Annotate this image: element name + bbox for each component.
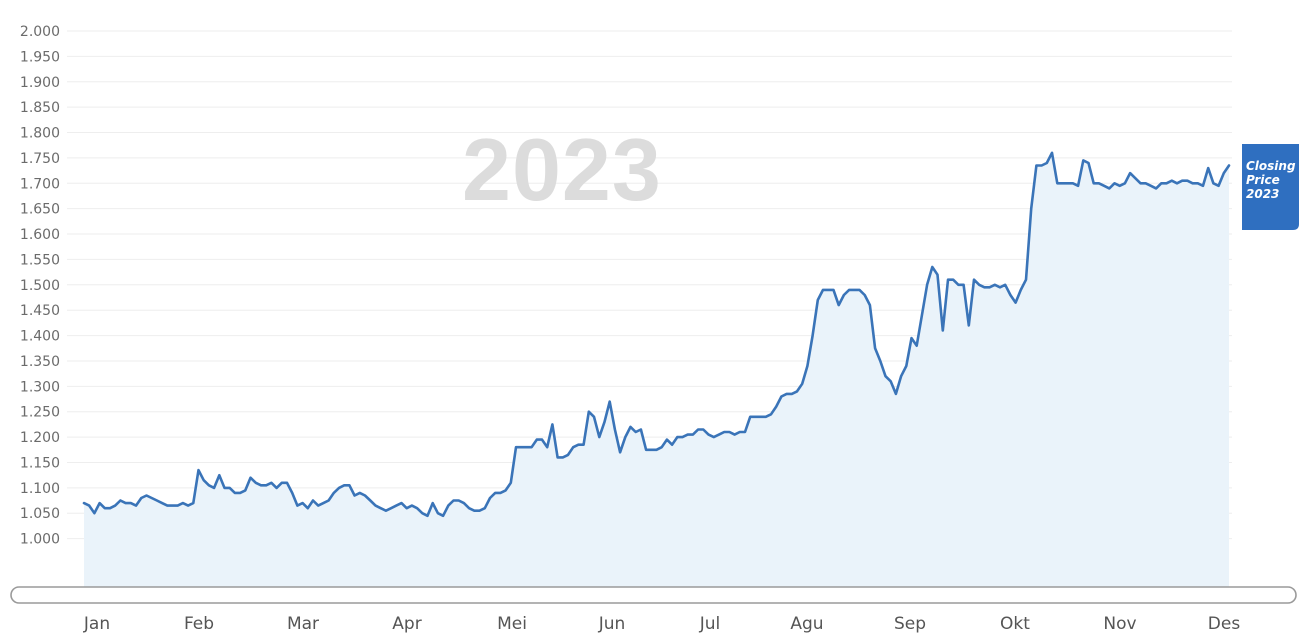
badge-line-2: Price xyxy=(1246,173,1280,187)
x-tick-label: Mei xyxy=(497,614,527,634)
y-tick-label: 1.400 xyxy=(20,329,60,345)
y-tick-label: 1.950 xyxy=(20,49,60,65)
y-tick-label: 1.300 xyxy=(20,379,60,395)
y-tick-label: 1.250 xyxy=(20,405,60,421)
x-tick-label: Jun xyxy=(598,614,626,634)
x-axis-ticks: Jan Feb Mar Apr Mei Jun Jul Agu Sep Okt Nov Des xyxy=(83,614,1240,634)
closing-price-badge: Closing Price 2023 xyxy=(1242,144,1299,230)
y-tick-label: 1.450 xyxy=(20,303,60,319)
y-tick-label: 1.500 xyxy=(20,278,60,294)
range-scrollbar[interactable] xyxy=(10,586,1297,604)
y-tick-label: 1.000 xyxy=(20,532,60,548)
y-tick-label: 1.600 xyxy=(20,227,60,243)
x-tick-label: Okt xyxy=(1000,614,1030,634)
x-tick-label: Jul xyxy=(699,614,721,634)
y-tick-label: 2.000 xyxy=(20,24,60,40)
y-tick-label: 1.850 xyxy=(20,100,60,116)
badge-line-3: 2023 xyxy=(1246,187,1279,201)
y-tick-label: 1.100 xyxy=(20,481,60,497)
y-tick-label: 1.150 xyxy=(20,455,60,471)
y-tick-label: 1.200 xyxy=(20,430,60,446)
y-tick-label: 1.650 xyxy=(20,202,60,218)
price-area-fill xyxy=(84,152,1229,588)
y-tick-label: 1.750 xyxy=(20,151,60,167)
y-tick-label: 1.050 xyxy=(20,506,60,522)
x-tick-label: Feb xyxy=(184,614,214,634)
x-tick-label: Apr xyxy=(392,614,421,634)
x-tick-label: Agu xyxy=(790,614,823,634)
y-tick-label: 1.550 xyxy=(20,252,60,268)
y-tick-label: 1.350 xyxy=(20,354,60,370)
badge-line-1: Closing xyxy=(1246,159,1296,173)
y-tick-label: 1.700 xyxy=(20,176,60,192)
y-tick-label: 1.800 xyxy=(20,126,60,142)
y-tick-label: 1.900 xyxy=(20,75,60,91)
price-series-line xyxy=(82,151,1231,518)
y-axis-ticks: 2.000 1.950 1.900 1.850 1.800 1.750 1.700 1.650… xyxy=(20,24,60,548)
badge-shape xyxy=(1242,144,1299,230)
x-tick-label: Des xyxy=(1208,614,1241,634)
x-tick-label: Jan xyxy=(83,614,110,634)
x-tick-label: Sep xyxy=(894,614,926,634)
year-watermark: 2023 xyxy=(462,120,662,219)
x-tick-label: Nov xyxy=(1103,614,1136,634)
x-tick-label: Mar xyxy=(287,614,319,634)
